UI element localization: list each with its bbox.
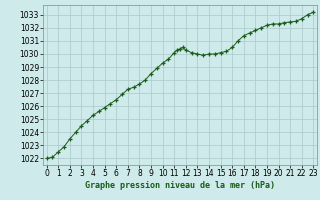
X-axis label: Graphe pression niveau de la mer (hPa): Graphe pression niveau de la mer (hPa) (85, 181, 275, 190)
